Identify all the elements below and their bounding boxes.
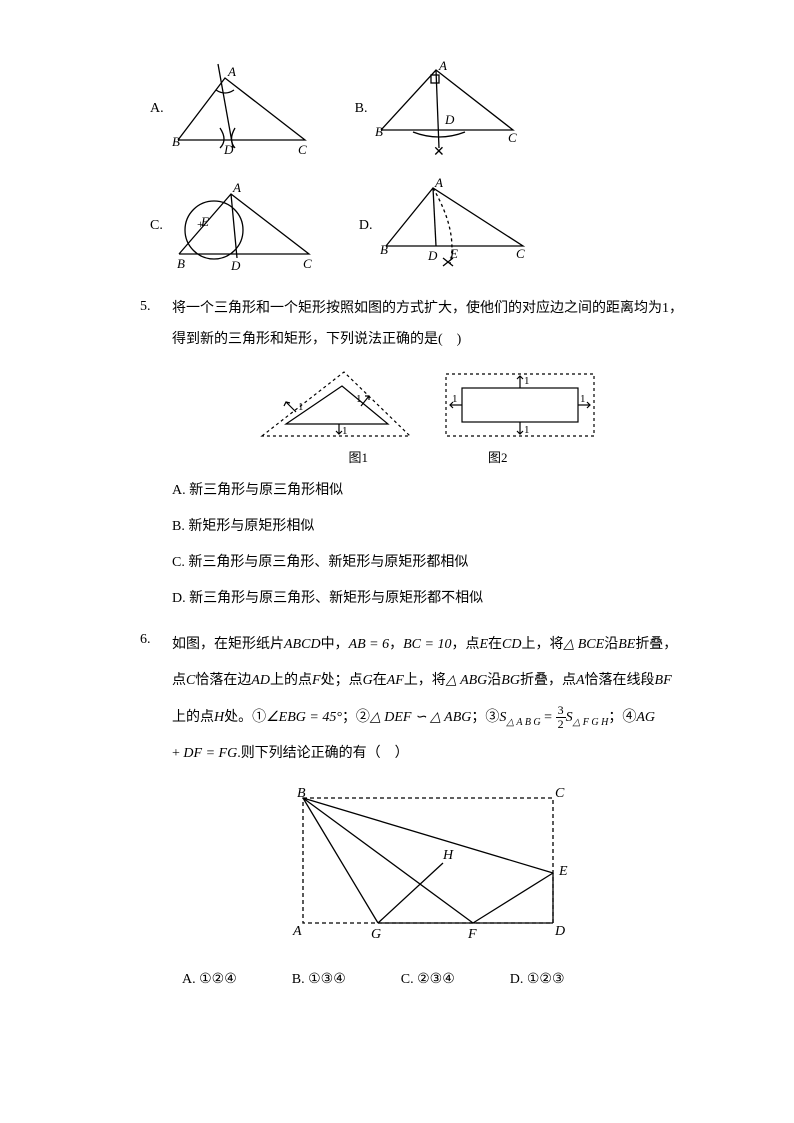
question-number: 6. bbox=[140, 627, 158, 992]
q5-figure2-rect: 1 1 1 1 bbox=[440, 366, 600, 444]
svg-text:D: D bbox=[444, 112, 455, 127]
q6-options: A. ①②④ B. ①③④ C. ②③④ D. ①②③ bbox=[182, 967, 684, 992]
svg-text:D: D bbox=[427, 248, 438, 263]
option-C: C. ②③④ bbox=[401, 967, 455, 992]
option-D: D. 新三角形与原三角形、新矩形与原矩形都不相似 bbox=[172, 585, 684, 613]
question-number: 5. bbox=[140, 294, 158, 613]
svg-text:A: A bbox=[434, 176, 443, 190]
svg-text:1: 1 bbox=[452, 393, 458, 405]
svg-text:D: D bbox=[554, 924, 565, 939]
svg-text:C: C bbox=[555, 786, 565, 801]
figure-labels: 图1 图2 bbox=[172, 446, 684, 469]
question-body: 如图，在矩形纸片ABCD中，AB = 6，BC = 10，点E在CD上，将△ B… bbox=[172, 627, 684, 992]
svg-text:✕: ✕ bbox=[433, 145, 445, 158]
svg-text:E: E bbox=[558, 864, 568, 879]
svg-text:D: D bbox=[230, 258, 241, 273]
svg-text:C: C bbox=[298, 142, 307, 157]
option-A: A. 新三角形与原三角形相似 bbox=[172, 477, 684, 505]
q4-choice-A: A. A B D C bbox=[150, 60, 315, 158]
q4-choice-B: B. A B D C ✕ bbox=[355, 60, 524, 158]
svg-text:B: B bbox=[177, 256, 185, 271]
choice-label: A. bbox=[150, 96, 164, 121]
fraction: 32 bbox=[556, 704, 566, 731]
svg-text:G: G bbox=[371, 927, 381, 942]
svg-text:A: A bbox=[438, 60, 447, 73]
svg-text:C: C bbox=[508, 130, 517, 145]
svg-text:B: B bbox=[375, 124, 383, 139]
svg-text:1: 1 bbox=[524, 375, 530, 387]
svg-text:F: F bbox=[467, 927, 477, 942]
choice-label: C. bbox=[150, 213, 163, 238]
choice-label: B. bbox=[355, 96, 368, 121]
svg-text:D: D bbox=[223, 142, 234, 157]
q6-figure: B C A D E F G H bbox=[172, 783, 684, 943]
svg-text:1: 1 bbox=[524, 424, 530, 436]
q4-choices-row2: C. E + A B D C D. A B bbox=[150, 176, 684, 276]
q4-choice-C: C. E + A B D C bbox=[150, 176, 319, 276]
svg-text:B: B bbox=[297, 786, 306, 801]
svg-text:1: 1 bbox=[298, 401, 304, 413]
svg-text:1: 1 bbox=[342, 425, 348, 437]
svg-text:1: 1 bbox=[580, 393, 586, 405]
option-A: A. ①②④ bbox=[182, 967, 237, 992]
svg-text:+: + bbox=[197, 217, 204, 231]
svg-text:B: B bbox=[172, 134, 180, 149]
q5-figures: 1 1 1 1 1 1 1 图1 图2 bbox=[172, 366, 684, 469]
question-text: 如图，在矩形纸片ABCD中，AB = 6，BC = 10，点E在CD上，将△ B… bbox=[172, 627, 684, 773]
option-B: B. ①③④ bbox=[292, 967, 346, 992]
svg-text:C: C bbox=[303, 256, 312, 271]
svg-text:H: H bbox=[442, 848, 454, 863]
svg-text:A: A bbox=[232, 180, 241, 195]
triangle-diagram-c: E + A B D C bbox=[169, 176, 319, 276]
question-5: 5. 将一个三角形和一个矩形按照如图的方式扩大，使他们的对应边之间的距离均为1，… bbox=[140, 294, 684, 613]
svg-text:C: C bbox=[516, 246, 525, 261]
svg-text:B: B bbox=[380, 242, 388, 257]
triangle-diagram-b: A B D C ✕ bbox=[373, 60, 523, 158]
option-C: C. 新三角形与原三角形、新矩形与原矩形都相似 bbox=[172, 549, 684, 577]
question-body: 将一个三角形和一个矩形按照如图的方式扩大，使他们的对应边之间的距离均为1， 得到… bbox=[172, 294, 684, 613]
triangle-diagram-a: A B D C bbox=[170, 60, 315, 158]
q5-options: A. 新三角形与原三角形相似 B. 新矩形与原矩形相似 C. 新三角形与原三角形… bbox=[172, 477, 684, 613]
rectangle-fold-diagram: B C A D E F G H bbox=[283, 783, 573, 943]
svg-text:1: 1 bbox=[356, 393, 362, 405]
q4-choices-row1: A. A B D C B. A B D bbox=[150, 60, 684, 158]
question-text: 将一个三角形和一个矩形按照如图的方式扩大，使他们的对应边之间的距离均为1， 得到… bbox=[172, 294, 684, 356]
option-D: D. ①②③ bbox=[510, 967, 565, 992]
q5-figure1-triangle: 1 1 1 bbox=[256, 366, 416, 444]
svg-text:E: E bbox=[449, 246, 458, 261]
q4-choice-D: D. A B D E C bbox=[359, 176, 534, 276]
svg-text:A: A bbox=[227, 64, 236, 79]
triangle-diagram-d: A B D E C bbox=[378, 176, 533, 276]
svg-text:A: A bbox=[292, 924, 302, 939]
choice-label: D. bbox=[359, 213, 373, 238]
option-B: B. 新矩形与原矩形相似 bbox=[172, 513, 684, 541]
question-6: 6. 如图，在矩形纸片ABCD中，AB = 6，BC = 10，点E在CD上，将… bbox=[140, 627, 684, 992]
